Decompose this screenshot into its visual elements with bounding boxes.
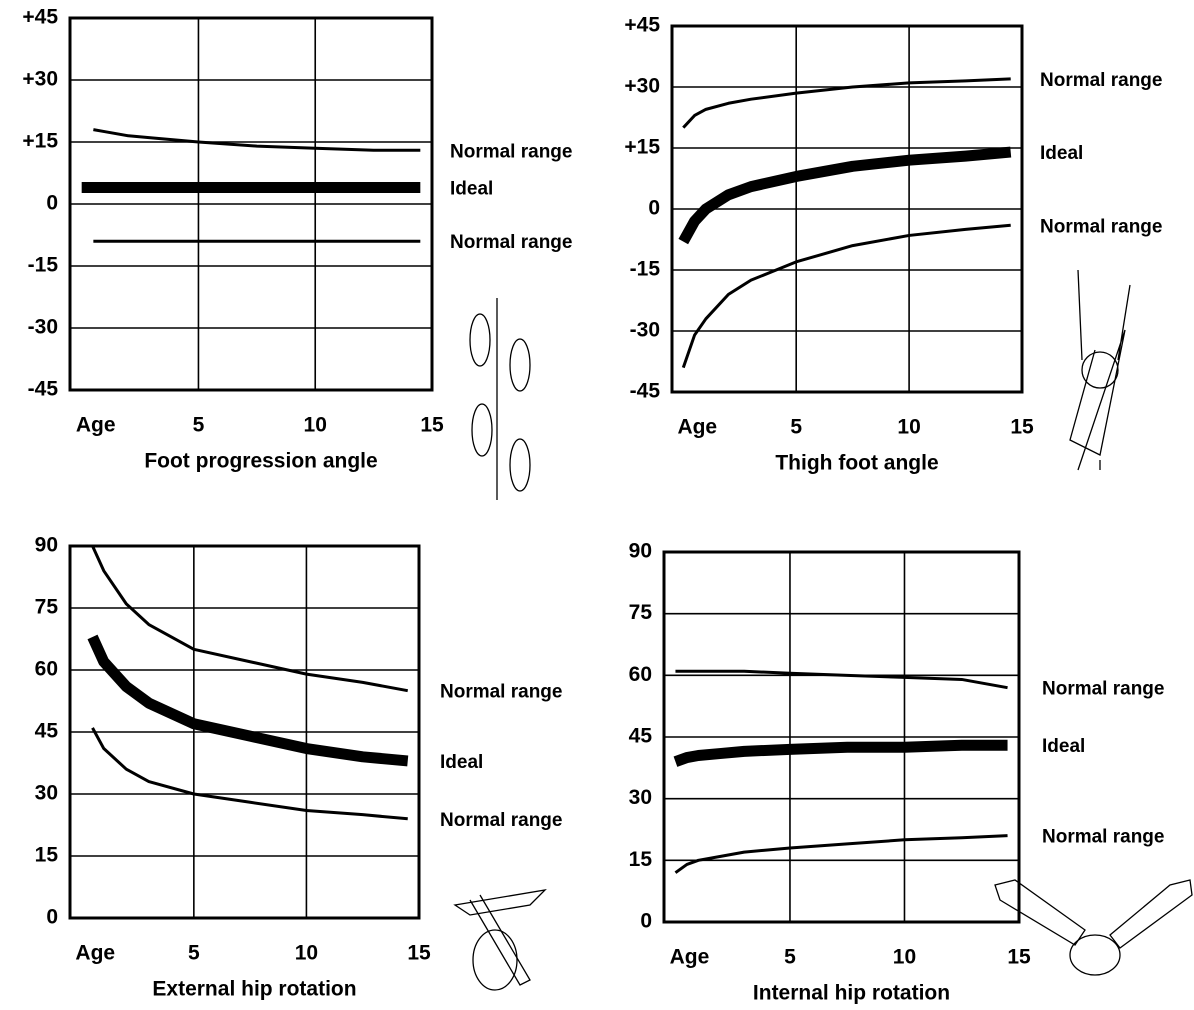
legend-label: Ideal [1042,736,1085,757]
y-tick-label: +15 [624,136,660,159]
x-tick-label: 10 [295,942,318,965]
y-tick-label: 0 [46,906,58,929]
x-tick-label: 5 [784,946,796,969]
hip-icon-internal [994,879,1193,976]
plot-frame [662,550,1021,924]
series-line [674,834,1008,874]
x-tick-label: Age [76,414,116,437]
series-line [93,128,421,152]
x-tick-label: 15 [420,414,444,437]
y-tick-label: 45 [629,725,653,748]
y-tick-label: 90 [629,540,652,563]
legend-label: Normal range [1040,70,1162,91]
x-tick-label: 5 [193,414,205,437]
plot-frame [68,16,434,392]
y-tick-label: 15 [35,844,59,867]
leg-icon [1069,269,1131,471]
plot-frame [670,24,1024,394]
legend-label: Ideal [1040,143,1083,164]
y-tick-label: 0 [46,192,58,215]
x-axis-title: Foot progression angle [144,450,377,473]
legend-label: Normal range [450,232,572,253]
y-tick-label: +30 [624,75,660,98]
y-tick-label: 30 [629,786,652,809]
x-tick-label: 10 [893,946,916,969]
y-tick-label: +45 [22,6,58,29]
legend-label: Normal range [1040,216,1162,237]
series-line [678,146,1012,245]
series-line [87,634,409,767]
x-axis-title: Internal hip rotation [753,982,950,1005]
y-tick-label: -45 [28,378,59,401]
y-tick-label: 45 [35,720,59,743]
series-line [673,739,1008,767]
series-line [682,77,1011,129]
y-tick-label: 90 [35,534,58,557]
legend-label: Normal range [440,682,562,703]
y-tick-label: +30 [22,68,58,91]
y-tick-label: +45 [624,14,660,37]
x-tick-label: 5 [790,416,802,439]
x-axis-title: External hip rotation [152,978,356,1001]
y-tick-label: 60 [35,658,58,681]
legend-label: Normal range [450,141,572,162]
y-tick-label: 75 [629,601,653,624]
x-tick-label: 10 [897,416,920,439]
legend-label: Normal range [440,810,562,831]
legend-label: Ideal [450,178,493,199]
series-line [681,223,1011,369]
y-tick-label: 75 [35,596,59,619]
x-tick-label: Age [75,942,115,965]
series-line [91,545,409,693]
y-tick-label: 0 [648,197,660,220]
x-tick-label: 15 [407,942,431,965]
x-tick-label: Age [670,946,710,969]
x-tick-label: 5 [188,942,200,965]
legend-label: Normal range [1042,827,1164,848]
y-tick-label: -15 [28,254,59,277]
x-tick-label: 15 [1007,946,1031,969]
series-line [675,669,1008,690]
x-tick-label: 15 [1010,416,1034,439]
legend-label: Ideal [440,752,483,773]
y-tick-label: 0 [640,910,652,933]
y-tick-label: +15 [22,130,58,153]
y-tick-label: -15 [630,258,661,281]
y-tick-label: -30 [630,319,660,342]
hip-icon-external [453,889,547,991]
y-tick-label: -45 [630,380,661,403]
y-tick-label: 15 [629,848,653,871]
x-tick-label: 10 [304,414,327,437]
series-line [91,727,408,821]
x-tick-label: Age [677,416,717,439]
y-tick-label: 60 [629,663,652,686]
y-tick-label: 30 [35,782,58,805]
plot-frame [68,544,421,920]
x-axis-title: Thigh foot angle [775,452,938,475]
legend-label: Normal range [1042,679,1164,700]
foot-icon [469,298,531,500]
y-tick-label: -30 [28,316,58,339]
